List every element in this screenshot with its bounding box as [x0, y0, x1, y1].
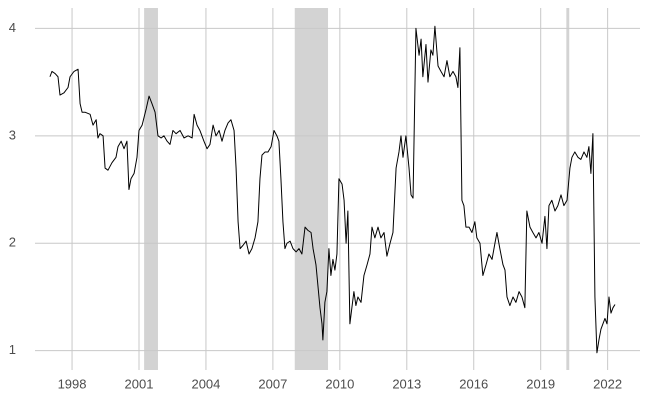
x-tick-label: 1998 — [58, 376, 87, 391]
x-tick-label: 2001 — [125, 376, 154, 391]
x-tick-label: 2007 — [258, 376, 287, 391]
data-line — [49, 25, 616, 354]
x-tick-label: 2010 — [325, 376, 354, 391]
shaded-region — [294, 8, 329, 370]
x-tick-label: 2013 — [392, 376, 421, 391]
y-tick-label: 4 — [9, 20, 16, 35]
y-tick-label: 1 — [9, 342, 16, 357]
x-tick-label: 2022 — [593, 376, 622, 391]
y-tick-label: 2 — [9, 235, 16, 250]
y-tick-label: 3 — [9, 127, 16, 142]
shaded-region — [144, 8, 158, 370]
x-tick-label: 2004 — [191, 376, 220, 391]
x-tick-label: 2016 — [459, 376, 488, 391]
x-tick-label: 2019 — [526, 376, 555, 391]
